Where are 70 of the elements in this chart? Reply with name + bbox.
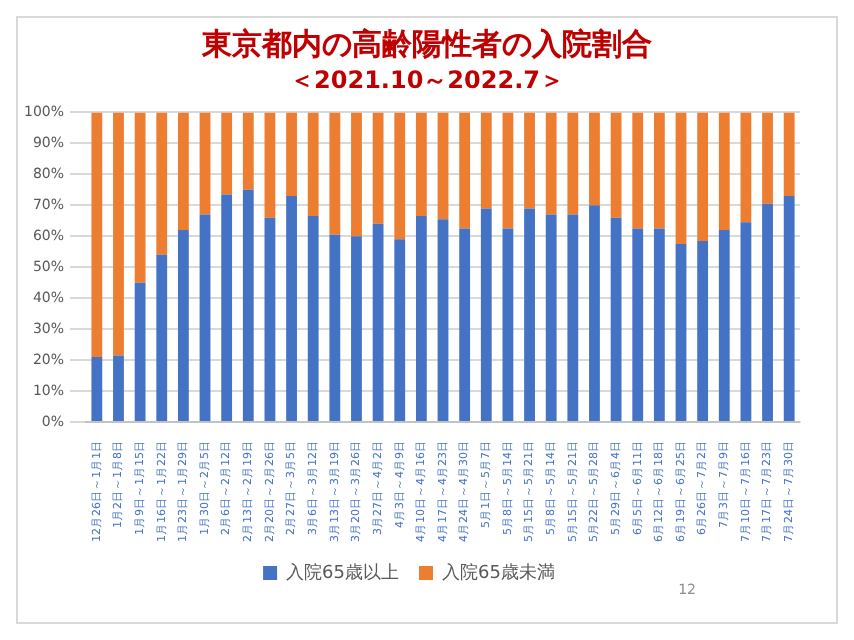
- bar: [610, 217, 622, 422]
- bar: [242, 112, 254, 190]
- bar: [134, 112, 146, 283]
- bar: [394, 112, 406, 240]
- bar: [307, 216, 319, 422]
- bar: [459, 112, 471, 229]
- bar: [697, 240, 709, 422]
- bar: [480, 112, 492, 209]
- bar: [653, 112, 665, 229]
- bar: [177, 112, 189, 231]
- chart-subtitle: ＜2021.10～2022.7＞: [288, 64, 566, 98]
- bar: [329, 234, 341, 422]
- legend-label: 入院65歳未満: [442, 561, 555, 584]
- bar: [697, 112, 709, 241]
- bar: [329, 112, 341, 235]
- bar: [91, 112, 103, 357]
- bar: [675, 112, 687, 244]
- bar: [524, 112, 535, 209]
- bar: [718, 230, 730, 422]
- bar: [524, 208, 535, 422]
- bar: [653, 228, 665, 422]
- bar: [372, 223, 384, 422]
- bar: [286, 112, 297, 196]
- bar: [177, 230, 189, 422]
- bar: [783, 195, 795, 422]
- bar: [351, 236, 362, 422]
- bar: [156, 112, 168, 255]
- bar: [589, 205, 600, 422]
- bar: [567, 112, 579, 215]
- bar: [545, 214, 557, 422]
- bar: [502, 228, 514, 422]
- bar: [394, 239, 406, 422]
- bar: [480, 208, 492, 422]
- bar: [437, 112, 449, 220]
- bar: [740, 222, 752, 422]
- bar: [307, 112, 319, 217]
- bar: [199, 214, 211, 422]
- bar: [675, 243, 687, 422]
- bar: [156, 254, 168, 422]
- bar: [632, 228, 644, 422]
- bar: [242, 189, 254, 422]
- bar: [221, 112, 233, 195]
- bar: [437, 219, 449, 422]
- bar: [762, 112, 773, 204]
- bar: [783, 112, 795, 196]
- chart-title: 東京都内の高齢陽性者の入院割合: [199, 26, 654, 64]
- bar: [545, 112, 557, 215]
- bar: [502, 112, 514, 229]
- bar: [567, 214, 579, 422]
- bar: [632, 112, 644, 229]
- bar: [134, 282, 146, 422]
- bar: [415, 112, 427, 217]
- bar: [718, 112, 730, 231]
- bar: [199, 112, 211, 215]
- bar: [415, 216, 427, 422]
- bar: [91, 356, 103, 422]
- bar: [113, 112, 124, 356]
- legend-label: 入院65歳以上: [286, 561, 399, 584]
- bar: [372, 112, 384, 224]
- bar: [459, 228, 471, 422]
- bar: [264, 217, 276, 422]
- bar: [762, 203, 773, 422]
- bar: [351, 112, 362, 237]
- bar: [589, 112, 600, 206]
- bar: [264, 112, 276, 218]
- bar: [610, 112, 622, 218]
- bar: [113, 355, 124, 422]
- bar: [221, 194, 233, 422]
- bar: [286, 195, 297, 422]
- bar: [740, 112, 752, 223]
